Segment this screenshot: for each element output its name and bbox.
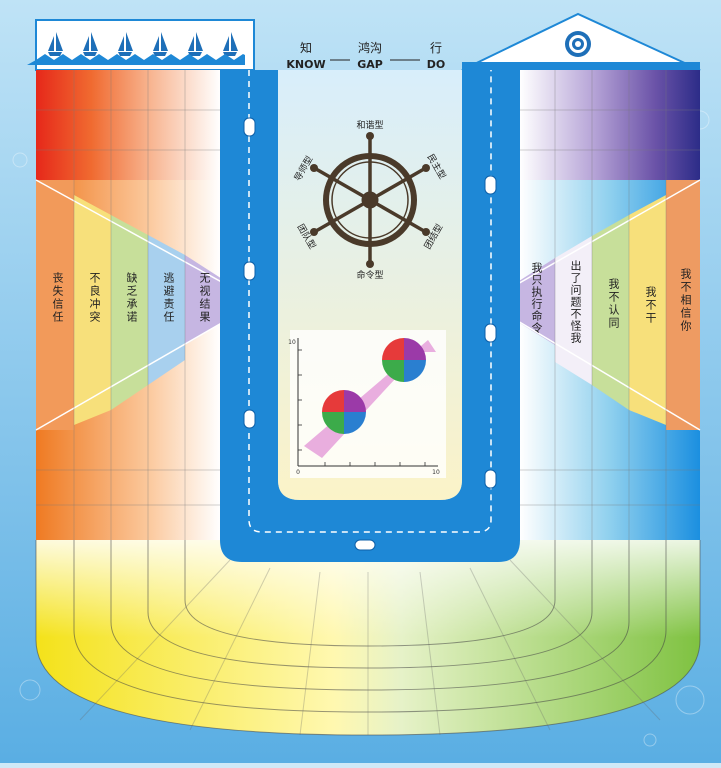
ship-wheel-icon: [310, 132, 430, 268]
right-column-top: [520, 70, 700, 180]
right-label-distrust: 我不相信你: [679, 268, 691, 333]
quadrant-circle-lower: [322, 390, 366, 434]
boat-icons: [243, 117, 497, 551]
wheel-bottom-label: 命令型: [356, 269, 383, 281]
right-roof-band: [462, 62, 700, 70]
right-label-not-my-fault: 出了问题不怪我: [569, 260, 581, 344]
left-tower: [27, 19, 260, 540]
bottom-bowl: [35, 540, 701, 736]
left-strip-green: [111, 215, 148, 410]
mini-chart-x-start: 0: [296, 469, 300, 476]
right-tower: [461, 12, 701, 540]
en-know: KNOW: [286, 58, 325, 71]
wave-band: [27, 54, 245, 65]
right-label-disagree: 我不认同: [607, 278, 619, 330]
right-label-refuse: 我不干: [644, 286, 656, 325]
left-strip-orange: [36, 180, 74, 430]
en-gap: GAP: [357, 58, 383, 71]
zh-do: 行: [430, 41, 442, 55]
right-strip-white: [555, 236, 592, 385]
bowl-spokes: [79, 559, 661, 736]
quadrant-circle-upper: [382, 338, 426, 382]
target-icon: [565, 31, 591, 57]
left-column-top: [36, 70, 220, 180]
tower-grid: [36, 70, 700, 540]
mini-chart-y-top: 10: [288, 339, 296, 346]
bowl-rings: [35, 540, 701, 736]
left-label-lose-trust: 丧失信任: [51, 272, 63, 324]
wheel-top-label: 和谐型: [356, 120, 383, 131]
right-label-only-follow-orders: 我只执行命令: [530, 262, 542, 334]
left-column-low: [36, 430, 220, 540]
ship-icons: [48, 32, 238, 56]
left-label-ignore-results: 无视结果: [198, 272, 210, 324]
left-strip-blue: [148, 235, 185, 385]
zh-gap: 鸿沟: [358, 41, 382, 55]
right-strip-green: [592, 215, 629, 410]
right-strip-lilac: [486, 258, 555, 345]
know-gap-do-header: 知 鸿沟 行 KNOW GAP DO: [286, 41, 445, 71]
left-label-avoid-responsibility: 逃避责任: [162, 272, 174, 324]
left-strip-yellow: [74, 195, 111, 425]
left-label-bad-conflict: 不良冲突: [88, 272, 100, 324]
right-strip-orange: [666, 180, 700, 430]
mini-chart-x-end: 10: [432, 469, 440, 476]
zh-know: 知: [300, 41, 312, 55]
bowl-fade: [36, 540, 700, 735]
right-strip-yellow: [629, 195, 666, 425]
mini-chart: 10 0 10: [288, 330, 446, 478]
channel-dashes: [248, 70, 492, 533]
en-do: DO: [427, 58, 445, 71]
left-label-lack-commitment: 缺乏承诺: [125, 272, 137, 324]
